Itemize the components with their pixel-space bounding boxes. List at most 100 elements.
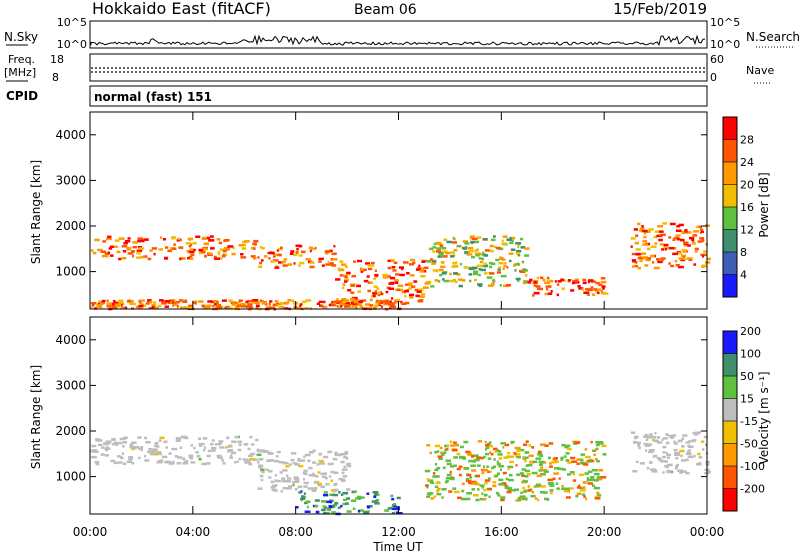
- scatter-cell: [314, 504, 319, 508]
- scatter-cell: [282, 461, 289, 465]
- scatter-cell: [144, 436, 148, 440]
- scatter-cell: [198, 442, 205, 446]
- scatter-cell: [512, 489, 516, 492]
- scatter-cell: [575, 494, 579, 498]
- scatter-cell: [638, 446, 641, 450]
- scatter-cell: [438, 457, 443, 461]
- scatter-cell: [689, 236, 695, 240]
- scatter-cell: [539, 473, 546, 476]
- scatter-cell: [479, 484, 485, 487]
- scatter-cell: [110, 459, 116, 463]
- scatter-cell: [556, 487, 560, 490]
- scatter-cell: [643, 442, 649, 446]
- scatter-cell: [307, 487, 313, 490]
- scatter-cell: [341, 300, 347, 304]
- scatter-cell: [401, 302, 407, 305]
- scatter-cell: [138, 304, 144, 308]
- scatter-cell: [436, 466, 441, 470]
- scatter-cell: [468, 279, 472, 283]
- scatter-cell: [484, 448, 487, 451]
- scatter-cell: [489, 249, 494, 253]
- scatter-cell: [635, 234, 639, 237]
- scatter-cell: [570, 456, 576, 460]
- scatter-cell: [400, 300, 403, 304]
- scatter-cell: [293, 262, 296, 265]
- scatter-cell: [295, 251, 299, 254]
- scatter-cell: [427, 479, 434, 482]
- scatter-cell: [563, 455, 567, 458]
- scatter-cell: [210, 446, 217, 450]
- scatter-cell: [527, 489, 531, 492]
- scatter-cell: [653, 266, 660, 270]
- scatter-cell: [637, 266, 641, 270]
- scatter-cell: [318, 257, 324, 261]
- scatter-cell: [336, 300, 341, 304]
- scatter-cell: [444, 480, 448, 484]
- scatter-cell: [248, 461, 251, 464]
- scatter-cell: [374, 493, 378, 496]
- scatter-cell: [440, 254, 444, 257]
- scatter-cell: [535, 485, 540, 488]
- scatter-cell: [390, 259, 394, 263]
- scatter-cell: [645, 230, 651, 233]
- scatter-cell: [283, 307, 289, 310]
- scatter-cell: [435, 250, 442, 253]
- scatter-cell: [471, 237, 478, 241]
- scatter-cell: [366, 510, 370, 513]
- scatter-cell: [524, 469, 530, 473]
- scatter-cell: [498, 266, 502, 269]
- scatter-cell: [537, 453, 543, 456]
- scatter-cell: [500, 496, 506, 499]
- scatter-cell: [398, 266, 404, 269]
- scatter-cell: [485, 444, 490, 447]
- scatter-cell: [268, 302, 271, 306]
- scatter-cell: [586, 478, 591, 482]
- scatter-cell: [111, 442, 118, 446]
- scatter-cell: [176, 462, 182, 465]
- scatter-cell: [631, 259, 637, 262]
- scatter-cell: [343, 498, 347, 502]
- scatter-cell: [386, 300, 390, 303]
- scatter-cell: [445, 459, 451, 462]
- scatter-cell: [330, 479, 333, 482]
- scatter-cell: [283, 258, 288, 261]
- scatter-cell: [206, 454, 211, 458]
- scatter-cell: [312, 461, 316, 464]
- scatter-cell: [555, 482, 559, 485]
- scatter-cell: [590, 476, 595, 479]
- scatter-cell: [492, 484, 497, 488]
- scatter-cell: [567, 461, 572, 464]
- scatter-cell: [367, 264, 371, 267]
- scatter-cell: [507, 467, 510, 471]
- colorbar-tick-label: 16: [740, 201, 754, 214]
- scatter-cell: [275, 265, 278, 268]
- scatter-cell: [366, 275, 370, 278]
- scatter-cell: [161, 301, 166, 304]
- scatter-cell: [540, 466, 544, 469]
- scatter-cell: [137, 436, 142, 439]
- freq-unit: [MHz]: [4, 66, 36, 79]
- scatter-cell: [455, 280, 458, 284]
- scatter-cell: [587, 470, 593, 474]
- scatter-cell: [415, 294, 420, 298]
- scatter-cell: [580, 453, 585, 456]
- scatter-cell: [567, 279, 572, 282]
- scatter-cell: [484, 440, 487, 444]
- scatter-cell: [576, 458, 582, 461]
- scatter-cell: [672, 252, 678, 256]
- scatter-cell: [506, 266, 509, 269]
- scatter-cell: [472, 272, 479, 276]
- scatter-cell: [272, 303, 278, 307]
- colorbar-tick-label: 200: [740, 325, 761, 338]
- scatter-cell: [372, 292, 378, 295]
- scatter-cell: [469, 476, 473, 479]
- scatter-cell: [658, 230, 664, 233]
- scatter-cell: [202, 437, 208, 440]
- scatter-cell: [129, 443, 134, 447]
- scatter-cell: [373, 294, 376, 298]
- scatter-cell: [546, 276, 550, 280]
- scatter-cell: [133, 445, 140, 449]
- scatter-cell: [270, 486, 276, 489]
- scatter-cell: [589, 478, 595, 482]
- scatter-cell: [570, 289, 575, 292]
